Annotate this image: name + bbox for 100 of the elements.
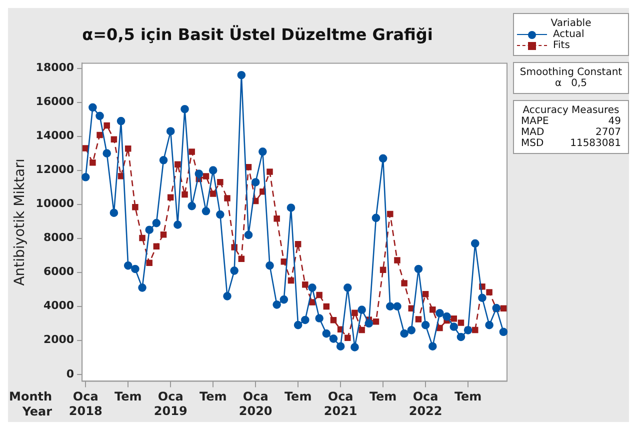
point [309,299,316,306]
legend-label: Fits [553,40,570,51]
point [486,289,492,296]
x-tick-label: Tem [199,390,227,404]
point [302,281,308,288]
point [400,329,408,338]
point [274,216,280,222]
point [421,320,430,330]
point [216,210,224,219]
point [223,292,232,300]
text: Accuracy Measures [522,105,620,116]
point [194,170,204,178]
legend-label: Actual [553,29,584,40]
point [182,191,188,198]
point [458,320,464,326]
point [188,202,196,210]
y-axis-title: Antibiyotik Miktarı [12,158,28,286]
y-tick-label: 12000 [36,163,74,176]
point [330,317,337,324]
point [280,258,288,265]
point [208,166,218,174]
point [272,300,281,309]
point [217,178,224,186]
point [224,195,230,202]
point [230,266,238,275]
x-tick-label: Oca 2021 [324,390,358,418]
point [104,122,110,129]
point [308,284,316,292]
point [386,302,394,311]
text: Month [9,389,52,404]
point [358,326,365,334]
point [301,316,310,324]
x-tick-label: Tem [284,390,312,404]
chart-title: α=0,5 için Basit Üstel Düzeltme Grafiği [82,24,433,44]
point [436,324,443,332]
point [294,320,302,330]
point [478,294,486,302]
point [322,329,331,338]
point [450,315,458,322]
point [88,103,97,112]
point [152,218,161,228]
point [470,239,480,248]
point [500,305,507,312]
point [394,257,400,264]
point [210,190,216,197]
point [266,168,273,175]
text: α 0,5 [554,78,588,89]
point [188,148,195,155]
x-tick-label: Oca 2020 [238,390,272,418]
text: MSD 11583081 [521,138,621,149]
point [315,314,324,322]
point [96,112,104,120]
point [102,149,112,158]
y-tick-label: 16000 [36,95,74,108]
point [329,334,338,343]
point [428,342,437,350]
point [132,204,138,210]
point [372,318,380,325]
point [294,241,302,248]
x-tick-label: Tem [114,390,142,404]
text: MAD 2707 [521,127,621,138]
point [82,145,89,152]
point [138,284,146,292]
point [238,256,245,262]
point [350,343,359,352]
point [146,260,152,266]
point [450,322,458,331]
point [430,306,436,313]
point [244,230,253,240]
point [336,342,345,350]
y-tick-label: 4000 [43,299,74,312]
x-tick-label: Tem [369,390,397,404]
point [422,291,429,298]
text: Smoothing Constant [518,67,624,78]
point [124,261,132,270]
point [485,320,494,330]
y-tick-label: 6000 [43,265,74,278]
point [131,264,140,274]
x-tick-label: Oca 2019 [154,390,188,418]
point [280,295,288,304]
point [160,231,167,238]
point [202,173,210,180]
point [344,334,351,341]
point [166,127,175,136]
point [90,160,96,166]
point [124,145,132,152]
point [266,261,274,270]
point [393,302,402,311]
point [352,310,358,316]
y-tick-label: 14000 [36,129,74,142]
y-tick-label: 0 [66,367,74,380]
point [364,319,374,328]
point [258,147,267,156]
point [202,206,210,216]
point [251,178,260,186]
point [139,234,146,242]
point [415,316,422,322]
point [159,156,168,164]
x-tick-label: Oca 2022 [408,390,442,418]
point [286,204,296,212]
